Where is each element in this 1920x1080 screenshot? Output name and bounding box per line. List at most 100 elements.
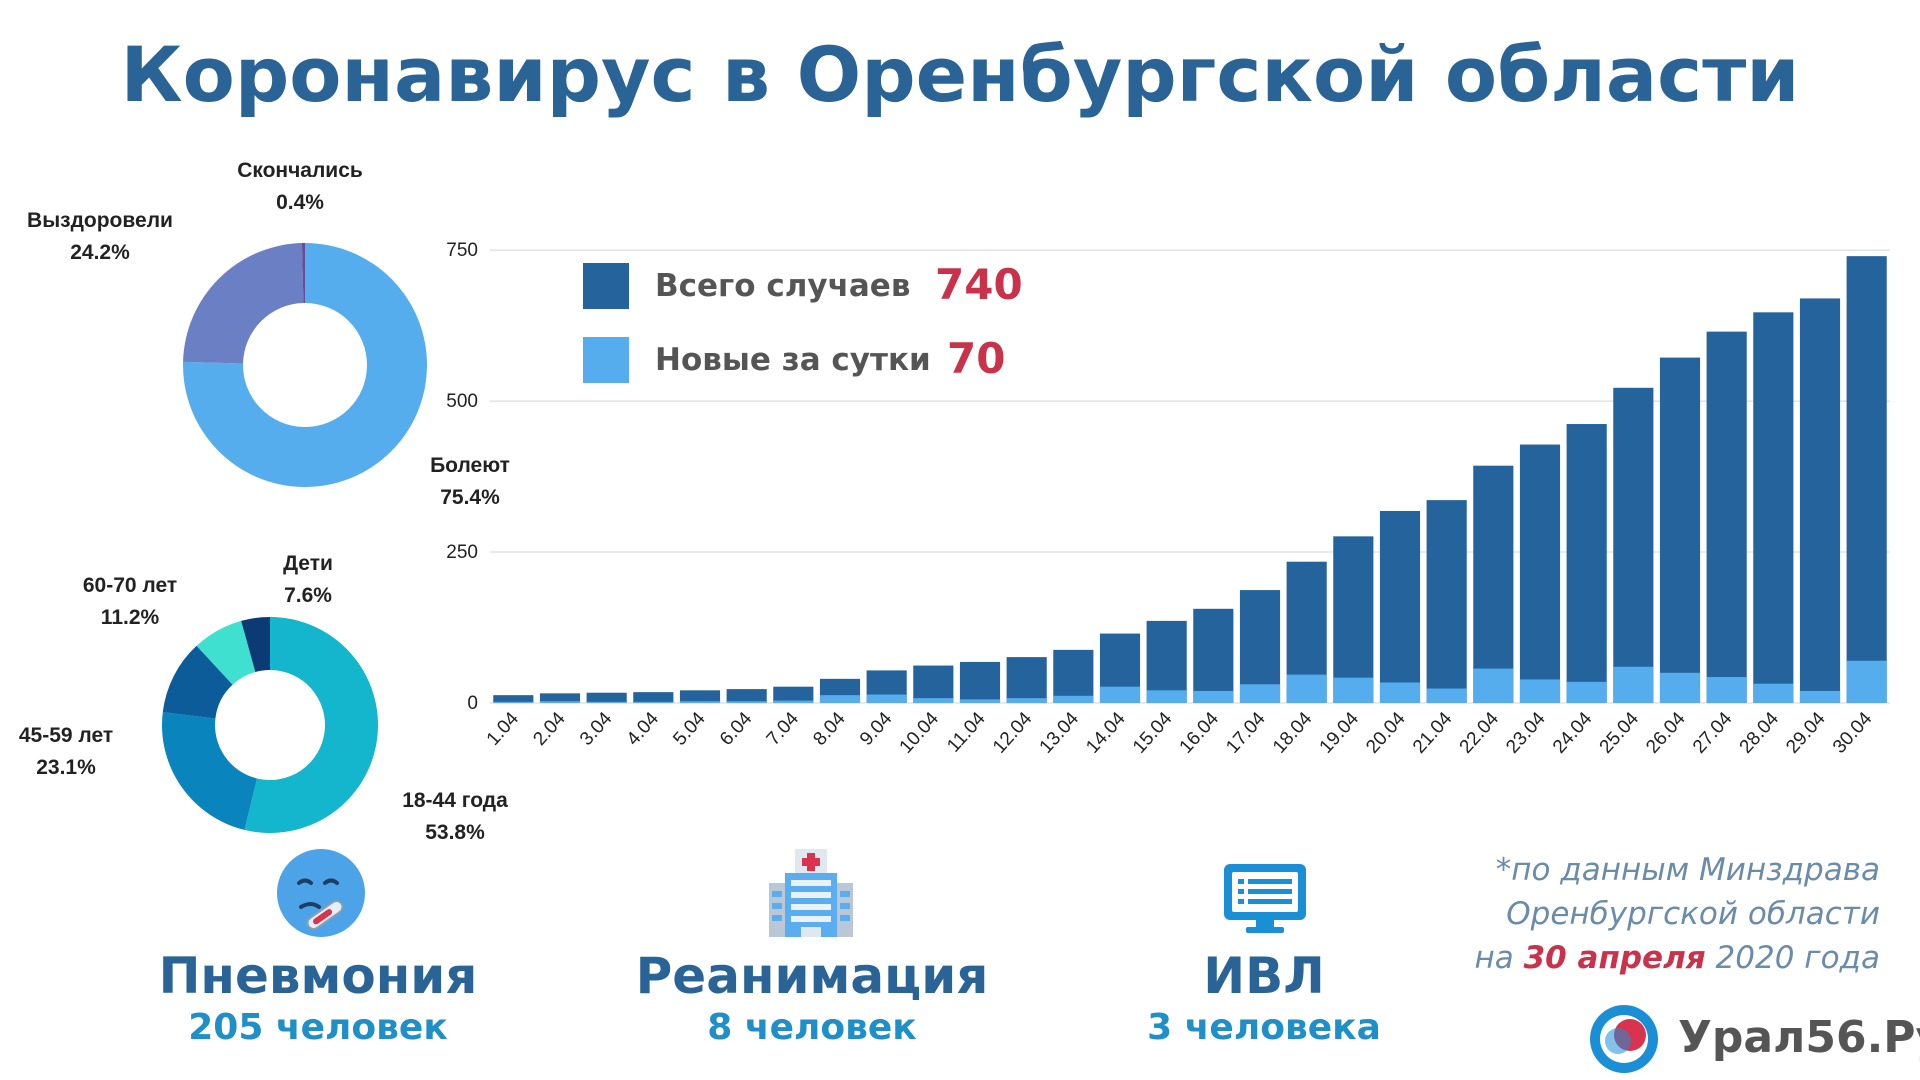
x-tick-label: 19.04 <box>1316 708 1364 758</box>
x-tick-label: 23.04 <box>1502 708 1550 758</box>
bar-new <box>959 699 1001 703</box>
bar-new <box>539 701 581 703</box>
x-tick-label: 22.04 <box>1456 708 1504 758</box>
label-45-59: 45-59 лет 23.1% <box>18 724 114 779</box>
bar-new <box>1053 695 1094 703</box>
y-tick-label: 500 <box>446 391 478 412</box>
bar-total <box>726 689 767 703</box>
bar-new <box>1099 686 1141 703</box>
bar-total <box>913 665 954 703</box>
bar-total <box>959 661 1001 703</box>
age-donut <box>162 617 378 833</box>
x-tick-label: 2.04 <box>529 708 570 750</box>
bar-new <box>1379 682 1421 703</box>
x-tick-label: 30.04 <box>1829 708 1877 758</box>
bar-new <box>1613 666 1654 703</box>
bar-new <box>1519 679 1561 703</box>
x-tick-label: 16.04 <box>1176 708 1224 758</box>
x-tick-label: 5.04 <box>669 708 710 750</box>
x-tick-label: 14.04 <box>1082 708 1130 758</box>
x-tick-label: 6.04 <box>716 708 757 750</box>
bar-new <box>1426 688 1467 703</box>
bar-total <box>1613 387 1654 703</box>
label-18-44: 18-44 года 53.8% <box>402 789 508 844</box>
stat-pneumonia-title: Пневмония <box>158 947 478 1005</box>
source-date: 30 апреля <box>1523 940 1706 976</box>
legend-total-swatch <box>583 263 629 309</box>
label-children: Дети 7.6% <box>283 552 333 607</box>
x-tick-label: 26.04 <box>1642 708 1690 758</box>
bar-total <box>1566 424 1607 703</box>
brand-name: Урал56.Ру <box>1678 1012 1920 1063</box>
stat-icu-value: 8 человек <box>707 1007 917 1048</box>
legend-total-value: 740 <box>935 260 1023 309</box>
thermometer-face-icon <box>277 849 365 937</box>
legend-total-label: Всего случаев <box>655 268 911 304</box>
bar-new <box>1333 677 1374 703</box>
bar-total <box>1006 657 1047 703</box>
outcome-slice-2 <box>301 243 305 304</box>
bar-new <box>586 701 627 703</box>
y-tick-label: 750 <box>446 240 478 261</box>
bar-total <box>1379 510 1421 703</box>
bar-new <box>913 698 954 703</box>
stat-icu-title: Реанимация <box>635 947 989 1005</box>
bar-total <box>1706 331 1747 703</box>
label-60-70: 60-70 лет 11.2% <box>82 574 178 629</box>
bar-total <box>633 692 674 703</box>
bar-total <box>1333 536 1374 703</box>
bar-total <box>539 693 581 703</box>
bar-new <box>1846 660 1887 703</box>
age-slice-0 <box>244 617 378 833</box>
source-line-2: Оренбургской области <box>1506 896 1880 932</box>
bar-total <box>679 690 721 703</box>
x-tick-label: 28.04 <box>1736 708 1784 758</box>
x-tick-label: 13.04 <box>1036 708 1084 758</box>
stat-pneumonia-value: 205 человек <box>188 1007 448 1048</box>
x-tick-label: 27.04 <box>1689 708 1737 758</box>
age-slice-3 <box>196 620 256 685</box>
bar-new <box>1753 683 1794 703</box>
y-tick-label: 0 <box>467 693 478 714</box>
label-sick: Болеют 75.4% <box>430 454 510 509</box>
monitor-icon <box>1224 864 1306 933</box>
bar-total <box>1659 357 1701 703</box>
label-recovered: Выздоровели 24.2% <box>27 209 173 264</box>
bar-new <box>1659 672 1701 703</box>
age-slice-2 <box>162 645 233 719</box>
source-line-1: *по данным Минздрава <box>1495 852 1880 888</box>
stat-ventilator: ИВЛ 3 человека <box>1064 948 1464 1052</box>
bar-total <box>773 686 814 703</box>
bar-new <box>773 700 814 703</box>
x-tick-label: 15.04 <box>1129 708 1177 758</box>
y-tick-label: 250 <box>446 542 478 563</box>
x-tick-label: 25.04 <box>1596 708 1644 758</box>
x-tick-label: 3.04 <box>576 708 617 750</box>
bar-new <box>633 701 674 703</box>
bar-new <box>1146 690 1187 703</box>
outcome-donut <box>182 243 427 487</box>
legend-new-value: 70 <box>947 334 1006 383</box>
x-tick-label: 1.04 <box>483 708 524 750</box>
bar-new <box>866 694 907 703</box>
bar-new <box>819 695 861 703</box>
bar-new <box>726 701 767 703</box>
bar-new <box>1006 698 1047 703</box>
x-tick-label: 29.04 <box>1782 708 1830 758</box>
source-line-3: на 30 апреля 2020 года <box>1474 940 1880 976</box>
bar-total <box>1519 444 1561 703</box>
x-tick-label: 12.04 <box>989 708 1037 758</box>
bar-total <box>1146 620 1187 703</box>
label-deceased: Скончались 0.4% <box>237 159 363 214</box>
bar-total <box>493 695 534 703</box>
x-tick-label: 24.04 <box>1549 708 1597 758</box>
bar-total <box>1473 465 1514 703</box>
x-tick-label: 11.04 <box>943 708 990 757</box>
bar-new <box>1286 674 1327 703</box>
x-tick-label: 9.04 <box>856 708 897 750</box>
bar-total <box>1053 649 1094 703</box>
brand-logo-icon <box>1590 1005 1658 1073</box>
bar-new <box>1566 681 1607 703</box>
x-tick-label: 4.04 <box>623 708 664 750</box>
age-slice-rest <box>241 617 270 672</box>
